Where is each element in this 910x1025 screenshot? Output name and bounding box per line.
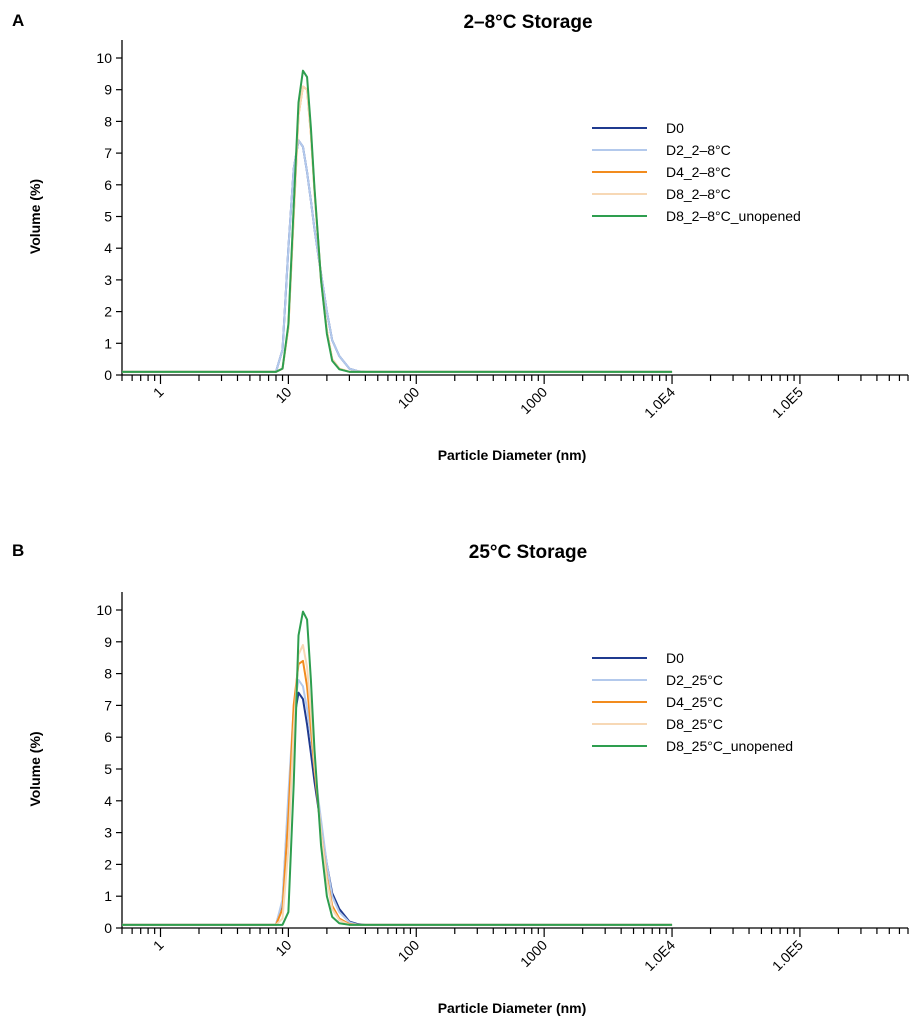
y-tick-label: 7: [104, 697, 112, 713]
panel-b: B 25°C Storage 0 1 2 3 4 5 6 7 8 9 10 Volume (%) 1 10 10…: [12, 541, 909, 1016]
legend-label: D2_25°C: [666, 672, 723, 688]
x-axis-label: Particle Diameter (nm): [438, 1000, 587, 1016]
y-tick-label: 9: [104, 634, 112, 650]
panel-letter: A: [12, 11, 24, 30]
y-tick-label: 6: [104, 177, 112, 193]
legend-label: D8_2–8°C: [666, 186, 731, 202]
y-tick-label: 4: [104, 793, 112, 809]
chart-title: 25°C Storage: [469, 542, 587, 563]
x-tick-label: 10: [272, 384, 294, 406]
legend-label: D4_25°C: [666, 694, 723, 710]
y-axis-label: Volume (%): [27, 179, 43, 254]
y-tick-label: 2: [104, 304, 112, 320]
legend-label: D8_25°C_unopened: [666, 738, 793, 754]
legend-label: D2_2–8°C: [666, 142, 731, 158]
series-line-3: [122, 643, 673, 926]
x-axis-label: Particle Diameter (nm): [438, 447, 587, 463]
y-tick-label: 1: [104, 888, 112, 904]
y-tick-label: 6: [104, 729, 112, 745]
x-tick-label: 1000: [517, 384, 550, 417]
series-line-4: [122, 69, 673, 373]
y-tick-label: 10: [96, 50, 112, 66]
y-tick-label: 3: [104, 825, 112, 841]
y-tick-label: 7: [104, 145, 112, 161]
y-tick-label: 0: [104, 920, 112, 936]
y-axis-label: Volume (%): [27, 731, 43, 806]
y-tick-label: 9: [104, 82, 112, 98]
y-tick-label: 1: [104, 335, 112, 351]
y-tick-label: 8: [104, 666, 112, 682]
series-line-1: [122, 139, 673, 373]
series-line-3: [122, 85, 673, 373]
series-line-2: [122, 85, 673, 373]
y-tick-label: 4: [104, 240, 112, 256]
panel-letter: B: [12, 541, 24, 560]
legend-label: D8_25°C: [666, 716, 723, 732]
x-tick-label: 1.0E5: [769, 384, 806, 421]
y-tick-label: 0: [104, 367, 112, 383]
chart-title: 2–8°C Storage: [463, 12, 592, 33]
panel-a: A 2–8°C Storage 0 1 2 3 4 5 6 7 8 9 10 Volume (%) 1 10 1…: [12, 11, 909, 463]
legend-label: D0: [666, 120, 684, 136]
y-tick-label: 5: [104, 209, 112, 225]
x-tick-label: 1000: [517, 937, 550, 970]
x-tick-label: 100: [395, 937, 423, 965]
y-tick-label: 5: [104, 761, 112, 777]
legend-label: D8_2–8°C_unopened: [666, 208, 801, 224]
x-tick-label: 1: [150, 384, 167, 401]
legend-label: D4_2–8°C: [666, 164, 731, 180]
series-line-4: [122, 610, 673, 926]
series-line-0: [122, 691, 673, 926]
x-tick-label: 1.0E4: [641, 384, 678, 421]
x-tick-label: 100: [395, 384, 423, 412]
x-tick-label: 1.0E4: [641, 937, 678, 974]
series-line-0: [122, 139, 673, 373]
y-tick-label: 10: [96, 602, 112, 618]
y-tick-label: 2: [104, 856, 112, 872]
x-tick-label: 1.0E5: [769, 937, 806, 974]
x-tick-label: 1: [150, 937, 167, 954]
x-tick-label: 10: [272, 937, 294, 959]
legend-label: D0: [666, 650, 684, 666]
y-tick-label: 3: [104, 272, 112, 288]
series-line-2: [122, 659, 673, 926]
series-line-1: [122, 678, 673, 926]
y-tick-label: 8: [104, 113, 112, 129]
